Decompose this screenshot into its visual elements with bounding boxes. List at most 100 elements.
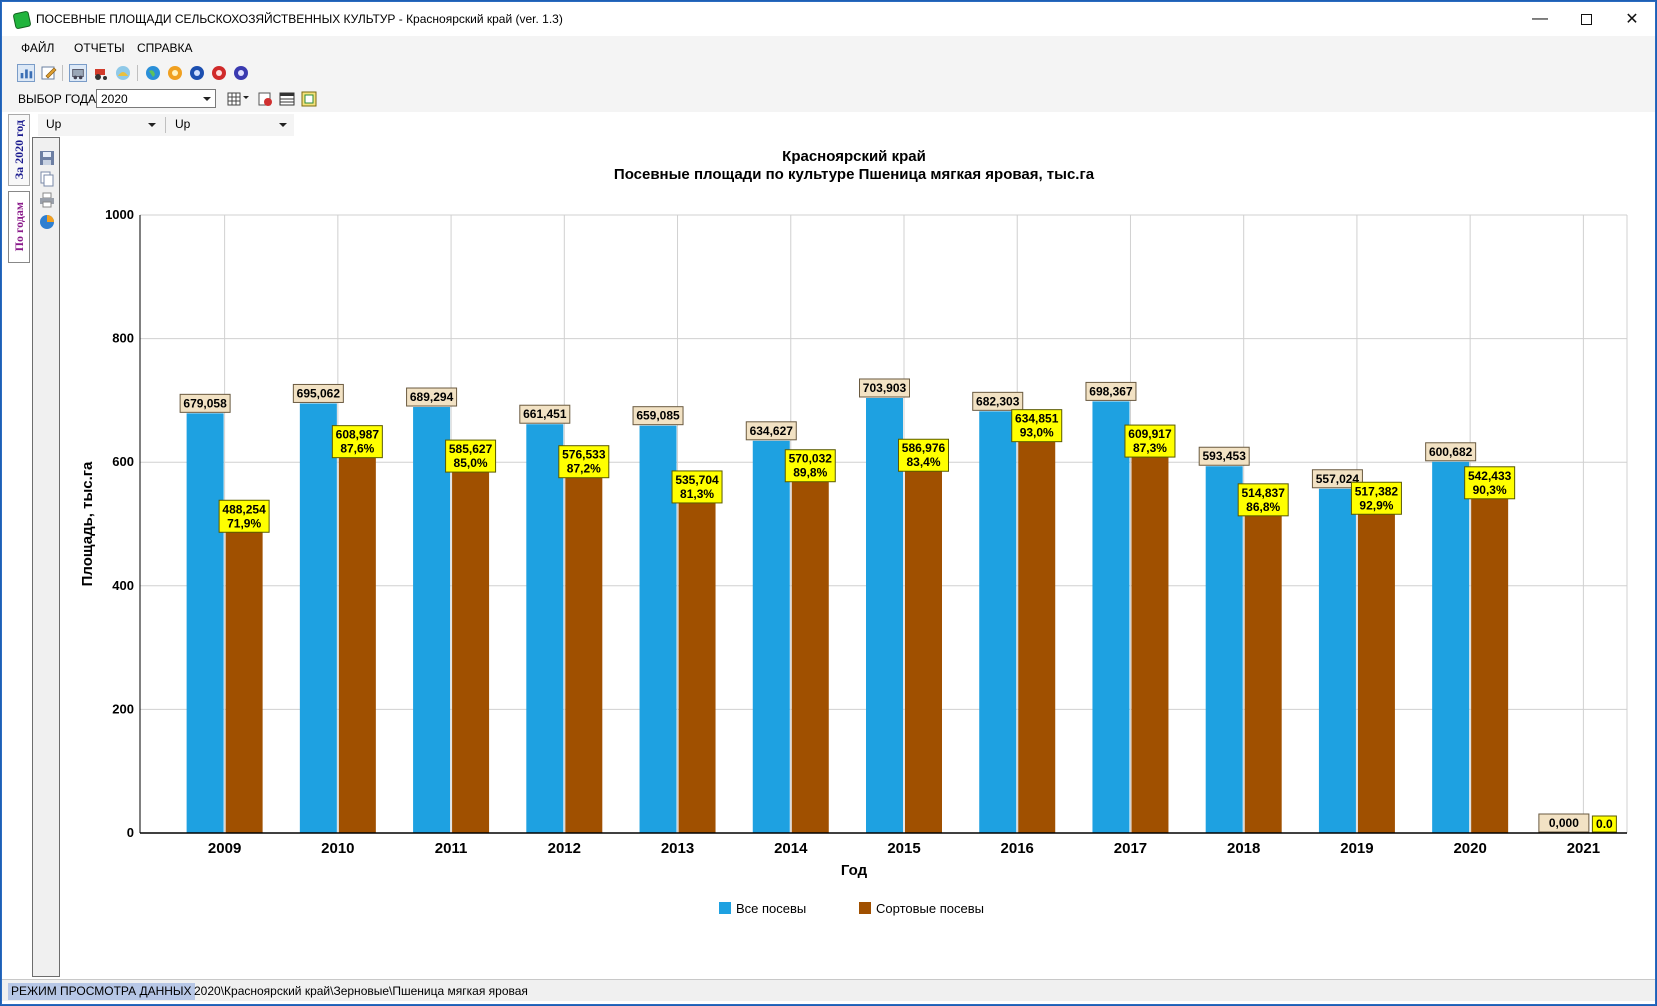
bar-all-sowings (1318, 488, 1356, 833)
data-label-all-sowings-text: 703,903 (863, 381, 907, 395)
data-label-all-sowings-box (406, 387, 458, 407)
maximize-button[interactable] (1563, 2, 1609, 36)
data-label-varietal-sowings-text: 93,0% (1020, 426, 1054, 440)
filter-select-2[interactable]: Up (169, 116, 291, 134)
view-tabs: За 2020 год По годам (8, 114, 32, 268)
bar-all-sowings (526, 424, 564, 833)
emblem-navy-icon[interactable] (232, 64, 250, 82)
x-axis-label: Год (841, 862, 868, 879)
emblem-blue-icon[interactable] (188, 64, 206, 82)
data-label-all-sowings-box (1425, 442, 1477, 462)
chart-title: Красноярский край (782, 148, 926, 165)
data-label-varietal-sowings-box (331, 425, 383, 459)
chevron-down-icon (203, 97, 211, 101)
copy-icon[interactable] (39, 171, 55, 187)
bar-all-sowings (866, 397, 903, 833)
close-button[interactable]: ✕ (1609, 2, 1655, 36)
data-label-all-sowings: 0,000 (1538, 813, 1590, 833)
table-icon[interactable] (278, 90, 296, 108)
y-axis-label: Площадь, тыс.га (79, 461, 96, 586)
bar-all-sowings (979, 411, 1017, 833)
grid-view-icon[interactable] (226, 90, 244, 108)
x-tick-label: 2017 (1114, 840, 1147, 857)
bar-varietal-sowings (452, 471, 490, 833)
menu-reports[interactable]: ОТЧЕТЫ (74, 41, 125, 55)
status-path: 2020\Красноярский край\Зерновые\Пшеница … (194, 984, 528, 998)
data-label-varietal-sowings-text: 542,433 (1468, 469, 1512, 483)
chevron-down-icon (279, 123, 287, 127)
bar-all-sowings (413, 407, 451, 833)
data-label-all-sowings-box (519, 404, 571, 424)
tractor-icon[interactable] (92, 64, 110, 82)
y-tick-label: 600 (112, 454, 134, 469)
bar-varietal-sowings (1018, 440, 1056, 833)
data-label-all-sowings-box (1538, 813, 1590, 833)
refresh-icon[interactable] (256, 90, 274, 108)
bar-varietal-sowings (1131, 456, 1169, 833)
data-label-varietal-sowings-box (1124, 424, 1176, 458)
chevron-down-icon[interactable] (243, 96, 249, 99)
data-label-varietal-sowings-text: 570,032 (789, 452, 833, 466)
minimize-button[interactable]: — (1517, 2, 1563, 36)
data-label-all-sowings-box (179, 393, 231, 413)
x-tick-label: 2014 (774, 840, 808, 857)
bar-all-sowings (1205, 466, 1243, 833)
data-label-varietal-sowings-text: 87,3% (1133, 441, 1167, 455)
x-tick-label: 2021 (1567, 840, 1600, 857)
filter-separator (165, 117, 166, 133)
emblem-red-icon[interactable] (210, 64, 228, 82)
bar-varietal-sowings (905, 470, 942, 833)
window-title: ПОСЕВНЫЕ ПЛОЩАДИ СЕЛЬСКОХОЗЯЙСТВЕННЫХ КУ… (36, 12, 563, 26)
data-label-varietal-sowings-text: 535,704 (675, 473, 719, 487)
data-label-varietal-sowings: 0.0 (1591, 815, 1617, 833)
data-label-all-sowings: 661,451 (519, 404, 571, 424)
x-tick-label: 2012 (548, 840, 581, 857)
data-label-all-sowings: 557,024 (1311, 469, 1363, 489)
menu-file[interactable]: ФАЙЛ (21, 41, 55, 55)
export-icon[interactable] (300, 90, 318, 108)
data-label-all-sowings-text: 593,453 (1202, 449, 1246, 463)
data-label-varietal-sowings-box (445, 439, 497, 473)
data-label-all-sowings-text: 600,682 (1429, 445, 1473, 459)
tab-year-2020[interactable]: За 2020 год (8, 114, 30, 186)
toolbar-separator (62, 65, 63, 81)
maximize-icon (1580, 13, 1592, 25)
chart-area: Красноярский край Посевные площади по кул… (62, 138, 1652, 978)
bar-varietal-sowings (1244, 514, 1282, 833)
year-toolbar: ВЫБОР ГОДА 2020 (2, 86, 1655, 112)
edit-icon[interactable] (40, 64, 58, 82)
bar-varietal-sowings (1471, 497, 1509, 833)
close-icon: ✕ (1625, 11, 1639, 28)
data-label-varietal-sowings-text: 85,0% (454, 456, 488, 470)
data-label-all-sowings-text: 557,024 (1316, 472, 1360, 486)
x-tick-label: 2010 (321, 840, 354, 857)
year-select[interactable]: 2020 (96, 89, 216, 108)
crops-icon[interactable] (114, 64, 132, 82)
print-icon[interactable] (39, 192, 55, 208)
machinery-icon[interactable] (69, 64, 87, 82)
tab-by-years[interactable]: По годам (8, 191, 30, 263)
filter-select-1[interactable]: Up (40, 116, 160, 134)
save-icon[interactable] (39, 150, 55, 166)
y-tick-label: 800 (112, 331, 134, 346)
data-label-all-sowings-box (1085, 381, 1137, 401)
pie-chart-icon[interactable] (39, 214, 55, 230)
emblem-orange-icon[interactable] (166, 64, 184, 82)
data-label-all-sowings-text: 689,294 (410, 390, 454, 404)
data-label-all-sowings-box (745, 421, 797, 441)
data-label-all-sowings-text: 661,451 (523, 407, 567, 421)
bar-varietal-sowings (791, 480, 829, 833)
data-label-varietal-sowings-text: 86,8% (1246, 500, 1280, 514)
bar-chart-icon[interactable] (17, 64, 35, 82)
data-label-all-sowings-text: 0,000 (1549, 816, 1579, 830)
data-label-all-sowings: 703,903 (859, 378, 910, 398)
globe-icon[interactable] (144, 64, 162, 82)
bar-all-sowings (299, 403, 337, 833)
menu-help[interactable]: СПРАВКА (137, 41, 193, 55)
